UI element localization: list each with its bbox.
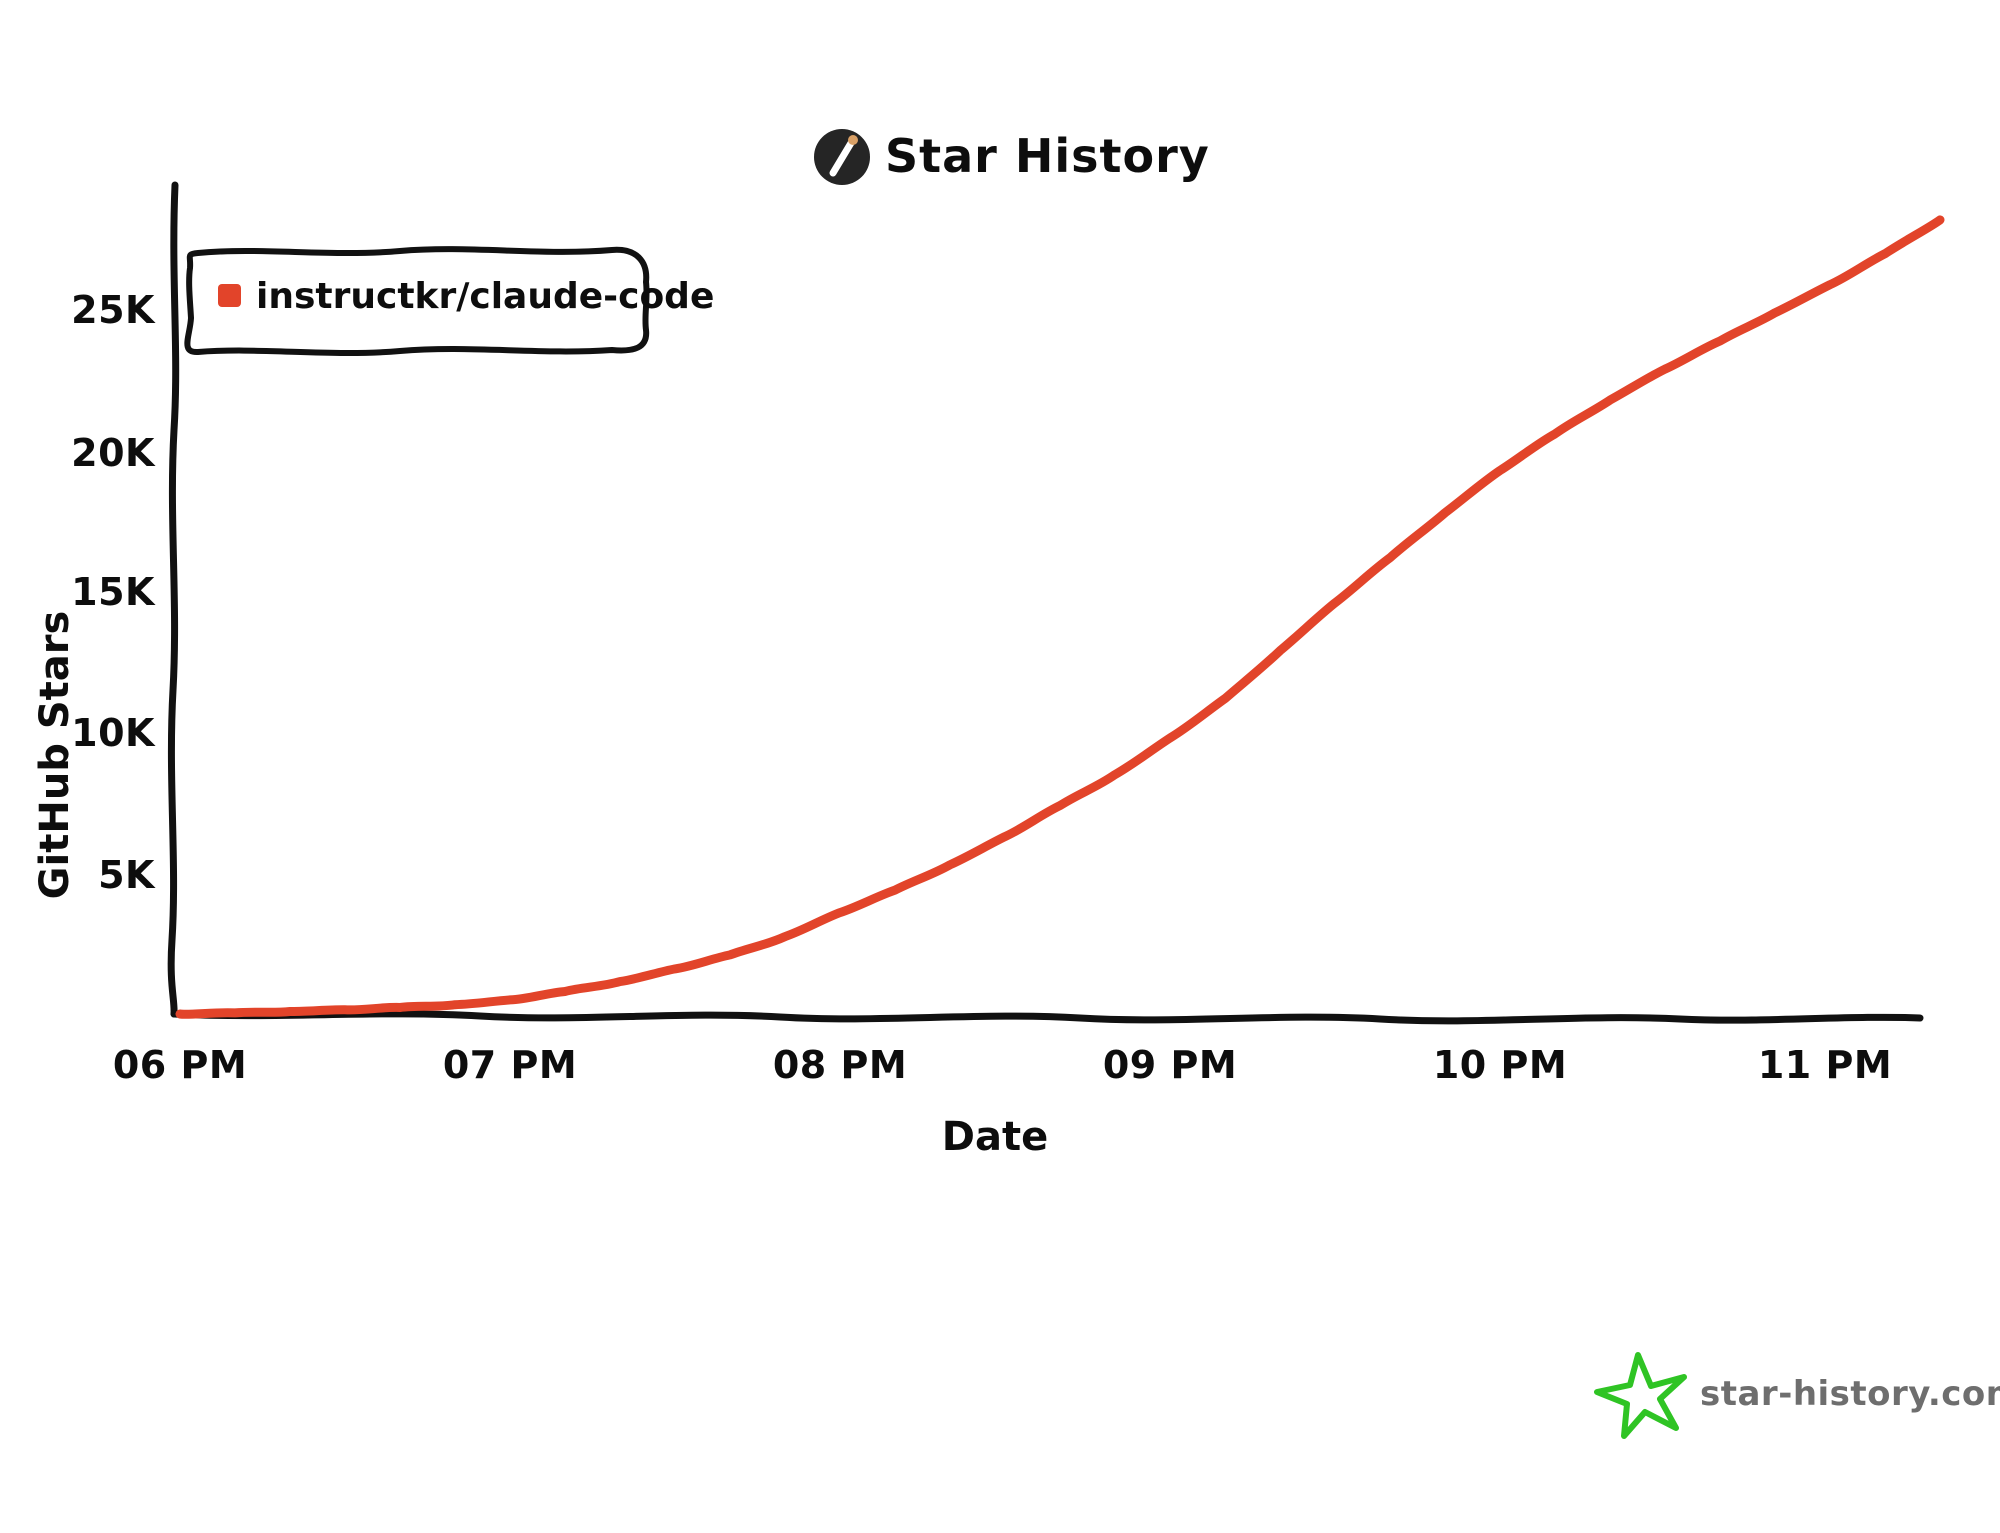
logo-pen-body-icon <box>829 139 855 177</box>
x-axis-title: Date <box>942 1114 1048 1160</box>
chart-title-group: Star History <box>814 129 1210 185</box>
logo-pen-tip-icon <box>848 135 858 145</box>
x-tick-label-06pm: 06 PM <box>113 1043 247 1087</box>
page-title: Star History <box>885 129 1210 183</box>
x-tick-label-10pm: 10 PM <box>1433 1043 1567 1087</box>
chart-legend[interactable]: instructkr/claude-code <box>184 246 714 356</box>
x-tick-label-07pm: 07 PM <box>443 1043 577 1087</box>
series-line-instructkr-claude-code <box>175 215 1945 1019</box>
y-tick-label-5k: 5K <box>98 853 156 897</box>
x-axis-line <box>170 1010 1924 1025</box>
y-tick-label-15k: 15K <box>71 570 156 614</box>
x-axis-ticks: 06 PM 07 PM 08 PM 09 PM 10 PM 11 PM <box>113 1043 1892 1087</box>
green-star-icon <box>1594 1352 1687 1439</box>
x-tick-label-09pm: 09 PM <box>1103 1043 1237 1087</box>
y-tick-label-10k: 10K <box>71 711 156 755</box>
legend-box-border <box>184 246 650 356</box>
axes-group <box>167 181 1924 1025</box>
legend-label-instructkr-claude-code: instructkr/claude-code <box>256 276 714 317</box>
watermark-label: star-history.com <box>1700 1374 2000 1414</box>
y-tick-label-25k: 25K <box>71 288 156 332</box>
y-axis-title: GitHub Stars <box>32 611 78 900</box>
y-tick-label-20k: 20K <box>71 431 156 475</box>
y-axis-line <box>167 181 180 1018</box>
y-axis-ticks: 25K 20K 15K 10K 5K <box>71 288 156 897</box>
watermark[interactable]: star-history.com <box>1594 1352 2000 1439</box>
legend-color-swatch-instructkr-claude-code <box>218 284 241 307</box>
x-tick-label-11pm: 11 PM <box>1758 1043 1892 1087</box>
x-tick-label-08pm: 08 PM <box>773 1043 907 1087</box>
